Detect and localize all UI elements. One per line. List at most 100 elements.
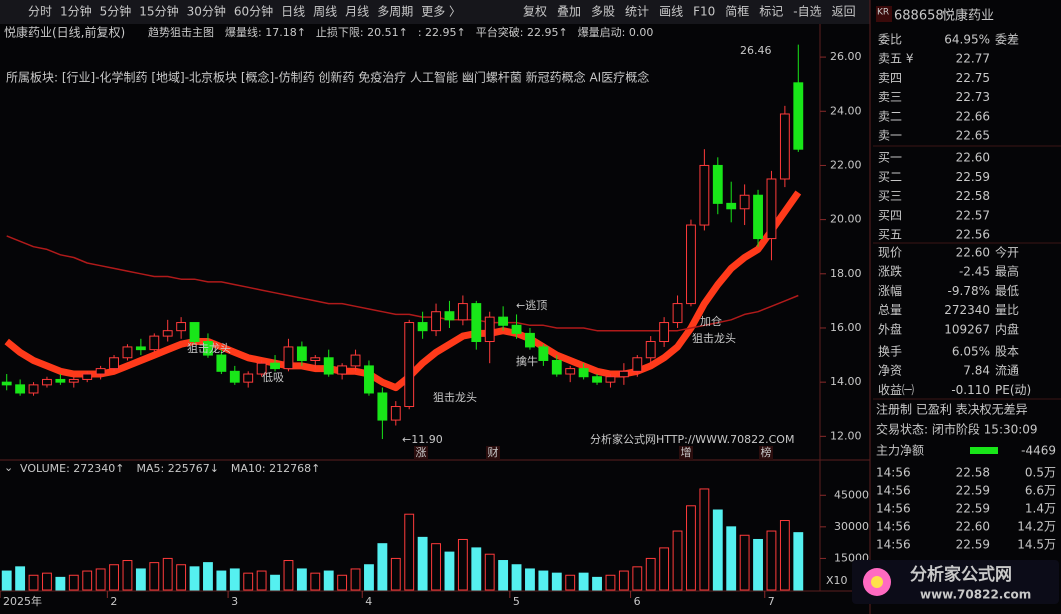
x-tick-label: 3 [231, 595, 238, 608]
indicator-legend: 爆量启动: 0.00 [578, 25, 654, 39]
candle-body [766, 178, 777, 240]
toolbar-button[interactable]: 简框 [725, 5, 749, 19]
trade-volume: 14.5万 [1017, 538, 1056, 552]
row-label: 卖四 [878, 71, 902, 85]
toolbar-button[interactable]: F10 [693, 5, 715, 19]
volume-bar [82, 570, 93, 591]
trade-time: 14:56 [876, 502, 911, 516]
candle-body [270, 362, 280, 370]
indicator-line [4, 190, 802, 392]
candle-body [686, 224, 696, 305]
toolbar-button[interactable]: 月线 [345, 5, 369, 19]
y-tick-label: 30000 [834, 520, 869, 533]
candle-body [149, 335, 160, 351]
volume-bar [525, 568, 535, 591]
candle-body [672, 303, 683, 324]
volume-bar [659, 547, 670, 591]
trade-price: 22.59 [956, 538, 990, 552]
volume-bar [417, 536, 428, 591]
signal-label: 狙击龙头 [187, 342, 231, 355]
row-value: 22.60 [956, 246, 990, 260]
volume-bar [256, 570, 267, 591]
event-label: 增 [681, 445, 692, 459]
volume-bar [189, 566, 200, 591]
volume-bar [95, 568, 106, 591]
y-tick-label: 22.00 [830, 158, 862, 171]
volume-bar [68, 574, 79, 591]
candle-body [15, 384, 26, 394]
toolbar-button[interactable]: 画线 [659, 5, 683, 19]
toolbar-button[interactable]: 复权 [523, 5, 547, 19]
trade-price: 22.58 [956, 466, 990, 480]
candle-body [1, 381, 12, 386]
row-label: 买五 [878, 228, 902, 242]
toolbar-button[interactable]: 多周期 [377, 5, 413, 19]
volume-bar [779, 520, 790, 591]
row-label: 卖五 ¥ [878, 52, 914, 66]
row-value: 22.73 [956, 90, 990, 104]
row-label: 涨跌 [878, 264, 902, 279]
logo-url: www.70822.com [920, 588, 1031, 602]
volume-bar [350, 568, 361, 591]
candle-body [538, 346, 549, 361]
row-label: 卖三 [878, 90, 902, 104]
logo-icon [871, 576, 883, 588]
toolbar-button[interactable]: -自选 [793, 5, 821, 19]
row-value: -9.78% [948, 284, 990, 298]
candle-body [323, 357, 334, 375]
toolbar-button[interactable]: 日线 [281, 5, 305, 19]
toolbar-button[interactable]: 分时 [28, 5, 52, 19]
flow-value: -4469 [1021, 444, 1056, 458]
toolbar-button[interactable]: 5分钟 [100, 4, 132, 19]
volume-bar [364, 564, 374, 591]
candle-body [283, 346, 294, 370]
row-value: -2.45 [959, 265, 990, 279]
status: 交易状态: 闭市阶段 15:30:09 [876, 422, 1038, 437]
toolbar-button[interactable]: 返回 [832, 5, 856, 19]
volume-bar [390, 557, 401, 591]
trade-time: 14:56 [876, 484, 911, 498]
toolbar-button[interactable]: 60分钟 [234, 4, 273, 19]
row-value: 22.57 [956, 208, 990, 222]
row-label: 卖一 [878, 129, 902, 143]
toolbar-button[interactable]: 30分钟 [187, 4, 226, 19]
toolbar-button[interactable]: 15分钟 [139, 4, 178, 19]
event-box [486, 446, 500, 460]
toolbar-button[interactable]: 多股 [591, 5, 615, 19]
volume-bar [484, 553, 495, 591]
candle-body [525, 332, 535, 348]
candle-body [337, 365, 348, 375]
stock-code: 688658 [894, 9, 944, 24]
watermark: 分析家公式网HTTP://WWW.70822.COM [590, 432, 794, 446]
toolbar-button[interactable]: 叠加 [557, 5, 581, 19]
volume-bar [739, 534, 750, 591]
volume-bar [444, 551, 455, 591]
candle-body [135, 346, 146, 351]
y-tick-label: 20.00 [830, 213, 862, 226]
toolbar-button[interactable]: 更多 〉 [421, 5, 461, 19]
volume-bar [565, 574, 576, 591]
trade-volume: 1.4万 [1025, 502, 1056, 516]
toolbar-button[interactable]: 1分钟 [60, 4, 92, 19]
toolbar-button[interactable]: 标记 [759, 5, 783, 19]
row-label: 买四 [878, 208, 902, 222]
x-tick-label: 2025年 [3, 594, 42, 608]
row-value: 22.56 [956, 228, 990, 242]
y-tick-label: 45000 [834, 488, 869, 501]
candle-body [229, 370, 240, 383]
volume-bar [337, 574, 348, 591]
volume-bar [1, 570, 12, 591]
candle-body [203, 341, 213, 356]
row-value: 22.77 [956, 52, 990, 66]
signal-label: 狙击龙头 [692, 332, 736, 345]
candle-body [350, 354, 361, 367]
trade-price: 22.59 [956, 502, 990, 516]
row-value: 64.95% [944, 33, 990, 47]
x-tick-label: 5 [513, 595, 520, 608]
flow-bar [970, 447, 998, 454]
toolbar-button[interactable]: 周线 [313, 5, 337, 19]
toolbar-button[interactable]: 统计 [625, 5, 649, 19]
x-tick-label: 6 [634, 595, 641, 608]
volume-legend: MA5: 225767↓ [136, 462, 218, 475]
